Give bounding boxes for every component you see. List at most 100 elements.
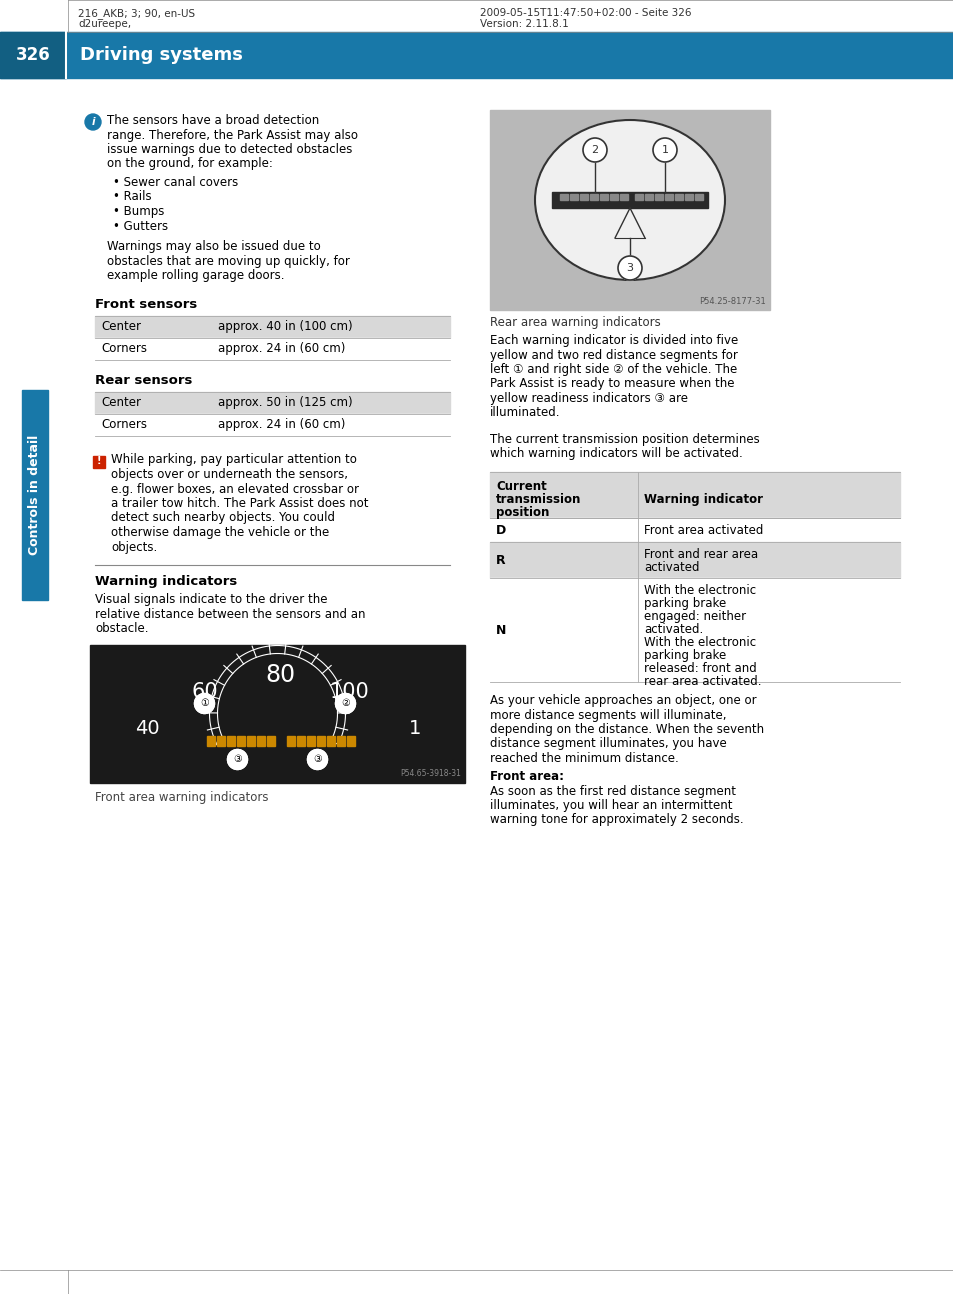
Bar <box>237 735 245 745</box>
Text: !: ! <box>96 457 101 467</box>
Text: released: front and: released: front and <box>643 663 756 675</box>
Text: approx. 24 in (60 cm): approx. 24 in (60 cm) <box>218 418 345 431</box>
Text: Front and rear area: Front and rear area <box>643 547 758 562</box>
Bar <box>95 392 450 414</box>
Text: rear area activated.: rear area activated. <box>643 675 760 688</box>
Text: 40: 40 <box>135 719 160 738</box>
Text: 1: 1 <box>409 719 421 738</box>
Text: 60: 60 <box>191 682 217 701</box>
Text: The sensors have a broad detection: The sensors have a broad detection <box>107 114 319 127</box>
Text: 3: 3 <box>626 263 633 273</box>
Bar <box>695 194 702 201</box>
Bar <box>684 194 692 201</box>
Text: obstacle.: obstacle. <box>95 622 149 635</box>
Bar <box>227 735 235 745</box>
Text: Park Assist is ready to measure when the: Park Assist is ready to measure when the <box>490 378 734 391</box>
Text: Front area:: Front area: <box>490 770 563 783</box>
Text: 2: 2 <box>591 145 598 155</box>
Bar <box>327 735 335 745</box>
Text: P54.65-3918-31: P54.65-3918-31 <box>399 770 460 779</box>
Text: otherwise damage the vehicle or the: otherwise damage the vehicle or the <box>111 525 329 540</box>
Bar <box>92 455 105 467</box>
Circle shape <box>227 749 247 770</box>
Text: Corners: Corners <box>101 418 147 431</box>
Bar <box>297 735 305 745</box>
Bar <box>589 194 598 201</box>
Text: transmission: transmission <box>496 493 580 506</box>
Text: parking brake: parking brake <box>643 650 725 663</box>
Text: 326: 326 <box>15 47 51 63</box>
Text: illuminated.: illuminated. <box>490 406 560 419</box>
Text: approx. 40 in (100 cm): approx. 40 in (100 cm) <box>218 320 353 333</box>
Text: • Bumps: • Bumps <box>112 204 164 217</box>
Text: approx. 24 in (60 cm): approx. 24 in (60 cm) <box>218 342 345 355</box>
Text: D: D <box>496 524 506 537</box>
Text: obstacles that are moving up quickly, for: obstacles that are moving up quickly, fo… <box>107 255 350 268</box>
Text: example rolling garage doors.: example rolling garage doors. <box>107 269 284 282</box>
Text: Rear area warning indicators: Rear area warning indicators <box>490 316 660 329</box>
Bar <box>559 194 567 201</box>
Bar <box>635 194 642 201</box>
Text: Warnings may also be issued due to: Warnings may also be issued due to <box>107 239 320 254</box>
Bar <box>609 194 618 201</box>
Text: distance segment illuminates, you have: distance segment illuminates, you have <box>490 738 726 751</box>
Text: issue warnings due to detected obstacles: issue warnings due to detected obstacles <box>107 144 352 157</box>
Text: objects.: objects. <box>111 541 157 554</box>
Text: relative distance between the sensors and an: relative distance between the sensors an… <box>95 607 365 621</box>
Text: N: N <box>496 624 506 637</box>
Bar <box>490 518 899 542</box>
Text: 100: 100 <box>330 682 369 701</box>
Bar <box>644 194 652 201</box>
Text: objects over or underneath the sensors,: objects over or underneath the sensors, <box>111 468 348 481</box>
Text: Front area activated: Front area activated <box>643 524 762 537</box>
Text: • Rails: • Rails <box>112 190 152 203</box>
Text: 80: 80 <box>265 664 295 687</box>
Text: depending on the distance. When the seventh: depending on the distance. When the seve… <box>490 723 763 736</box>
Circle shape <box>582 138 606 162</box>
Text: As your vehicle approaches an object, one or: As your vehicle approaches an object, on… <box>490 694 756 707</box>
Circle shape <box>307 749 327 770</box>
Text: While parking, pay particular attention to: While parking, pay particular attention … <box>111 453 356 467</box>
Text: yellow and two red distance segments for: yellow and two red distance segments for <box>490 348 737 361</box>
Text: i: i <box>91 116 94 127</box>
Bar <box>599 194 607 201</box>
Text: ②: ② <box>341 699 350 709</box>
Bar <box>0 32 66 78</box>
Bar <box>490 472 899 518</box>
Text: • Gutters: • Gutters <box>112 220 168 233</box>
Text: Visual signals indicate to the driver the: Visual signals indicate to the driver th… <box>95 593 327 606</box>
Text: Corners: Corners <box>101 342 147 355</box>
Text: reached the minimum distance.: reached the minimum distance. <box>490 752 678 765</box>
Text: Controls in detail: Controls in detail <box>29 435 42 555</box>
Bar <box>490 110 769 311</box>
Bar <box>208 735 215 745</box>
Bar <box>347 735 355 745</box>
Text: approx. 50 in (125 cm): approx. 50 in (125 cm) <box>218 396 353 409</box>
Bar <box>22 389 48 600</box>
Ellipse shape <box>535 120 724 280</box>
Text: engaged: neither: engaged: neither <box>643 609 745 622</box>
Bar <box>267 735 275 745</box>
Bar <box>579 194 587 201</box>
Text: Rear sensors: Rear sensors <box>95 374 193 387</box>
Text: on the ground, for example:: on the ground, for example: <box>107 158 273 171</box>
Text: Warning indicator: Warning indicator <box>643 493 762 506</box>
Text: illuminates, you will hear an intermittent: illuminates, you will hear an intermitte… <box>490 798 732 813</box>
Text: detect such nearby objects. You could: detect such nearby objects. You could <box>111 511 335 524</box>
Bar <box>95 316 450 338</box>
Text: warning tone for approximately 2 seconds.: warning tone for approximately 2 seconds… <box>490 814 742 827</box>
Text: left ① and right side ② of the vehicle. The: left ① and right side ② of the vehicle. … <box>490 364 737 377</box>
Bar <box>490 578 899 682</box>
Bar <box>257 735 265 745</box>
Text: R: R <box>496 554 505 567</box>
Text: With the electronic: With the electronic <box>643 635 756 650</box>
Bar <box>90 644 464 783</box>
Text: Version: 2.11.8.1: Version: 2.11.8.1 <box>479 19 568 28</box>
Text: ③: ③ <box>313 754 321 765</box>
Bar <box>569 194 578 201</box>
Text: e.g. flower boxes, an elevated crossbar or: e.g. flower boxes, an elevated crossbar … <box>111 483 358 496</box>
Text: Warning indicators: Warning indicators <box>95 575 237 587</box>
Bar <box>307 735 315 745</box>
Text: The current transmission position determines: The current transmission position determ… <box>490 433 759 446</box>
Text: Center: Center <box>101 320 141 333</box>
